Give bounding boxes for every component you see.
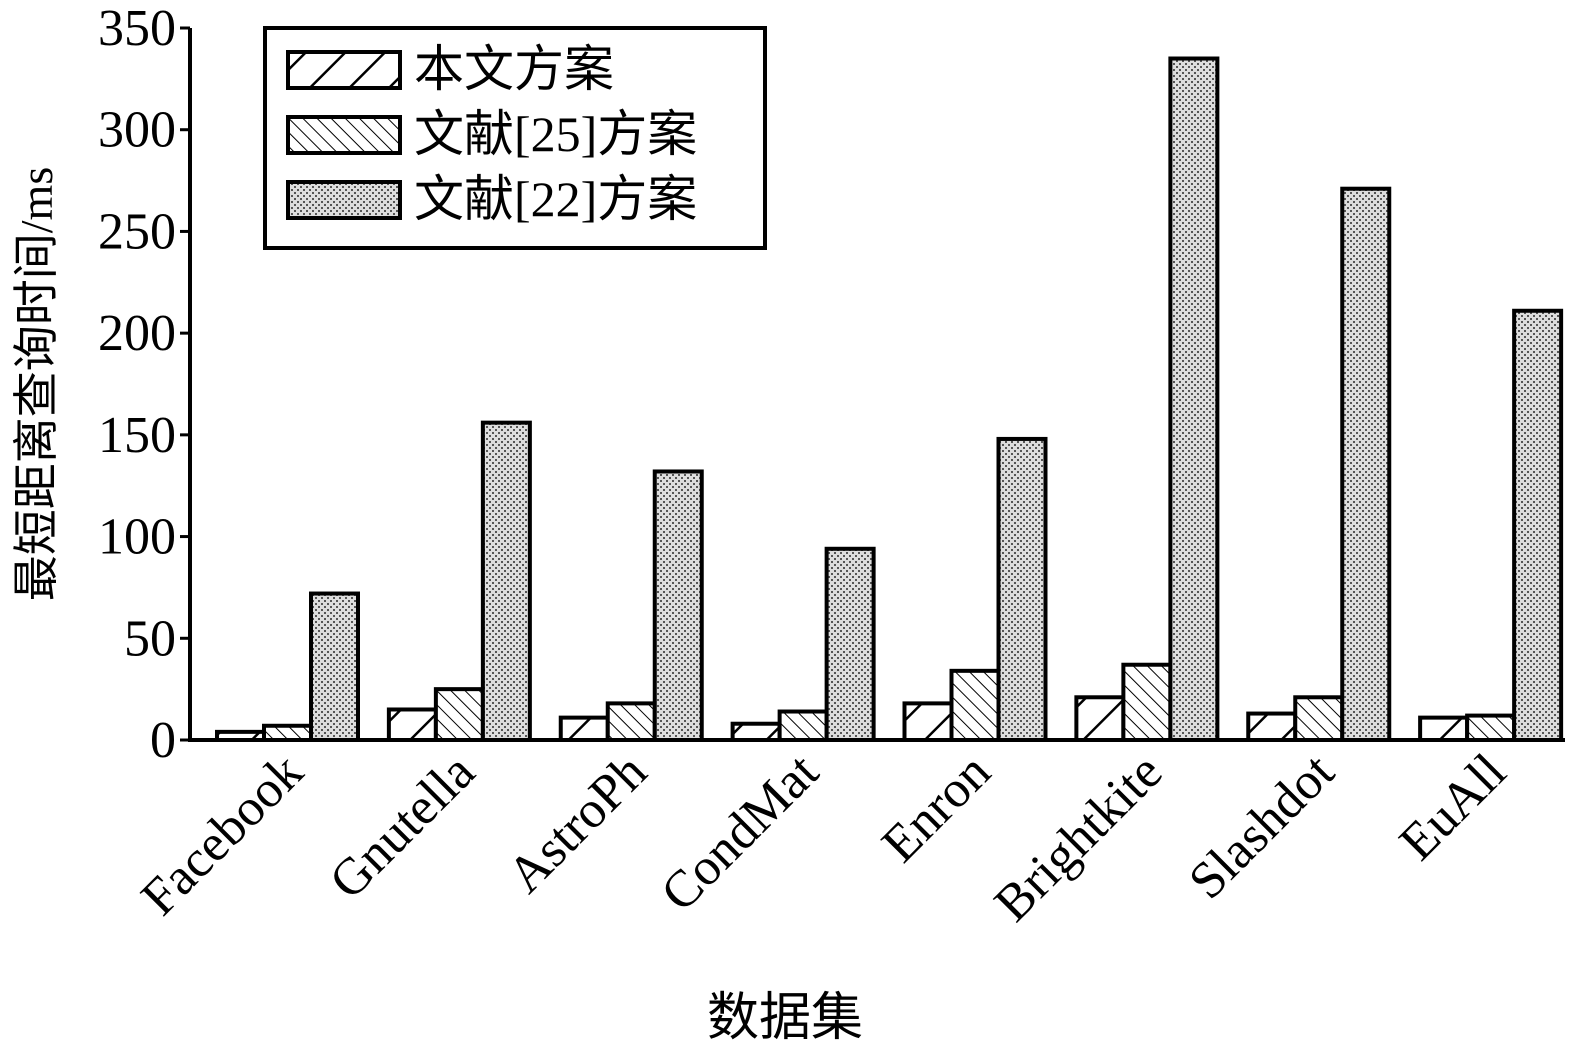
y-tick-label: 50 [124, 610, 176, 667]
bar [1512, 308, 1564, 742]
bar [1246, 711, 1298, 742]
x-axis-title: 数据集 [707, 990, 863, 1047]
y-tick-label: 150 [98, 407, 176, 464]
x-tick-label: Brightkite [984, 743, 1173, 932]
bar [1340, 186, 1392, 743]
legend-swatch [286, 50, 402, 90]
bar [730, 721, 782, 742]
y-tick-label: 0 [150, 712, 176, 769]
bar [949, 668, 1001, 742]
bar [824, 546, 876, 743]
x-tick-label: Enron [871, 743, 1001, 873]
bar [652, 469, 704, 742]
bar [1074, 695, 1126, 743]
bar [1168, 56, 1220, 743]
legend-label: 文献[22]方案 [414, 171, 697, 227]
x-tick-label: CondMat [650, 743, 830, 923]
x-tick-label: Slashdot [1178, 743, 1345, 910]
y-tick-label: 100 [98, 509, 176, 566]
y-tick-label: 350 [98, 0, 176, 57]
bar [309, 591, 360, 742]
bar [480, 420, 532, 742]
bar [1465, 713, 1517, 742]
bar [558, 715, 610, 743]
legend-label: 本文方案 [414, 41, 614, 97]
y-tick-label: 200 [98, 305, 176, 362]
bar [433, 687, 485, 743]
bar [386, 707, 438, 743]
legend-swatch [286, 180, 402, 220]
legend-swatch [286, 115, 402, 155]
bar [996, 436, 1048, 742]
bar [1418, 715, 1470, 743]
bar [777, 709, 829, 743]
bar [605, 701, 657, 743]
y-axis-title: 最短距离查询时间/ms [11, 167, 62, 601]
bar [1293, 695, 1345, 743]
x-tick-label: AstroPh [497, 743, 658, 904]
legend-label: 文献[25]方案 [414, 106, 697, 162]
bar [1121, 662, 1173, 743]
y-tick-label: 300 [98, 102, 176, 159]
bar [262, 723, 313, 743]
x-tick-label: Gnutella [319, 743, 486, 910]
bar [902, 701, 954, 743]
y-tick-label: 250 [98, 203, 176, 260]
x-tick-label: Facebook [131, 743, 314, 926]
x-tick-label: EuAll [1389, 743, 1517, 871]
